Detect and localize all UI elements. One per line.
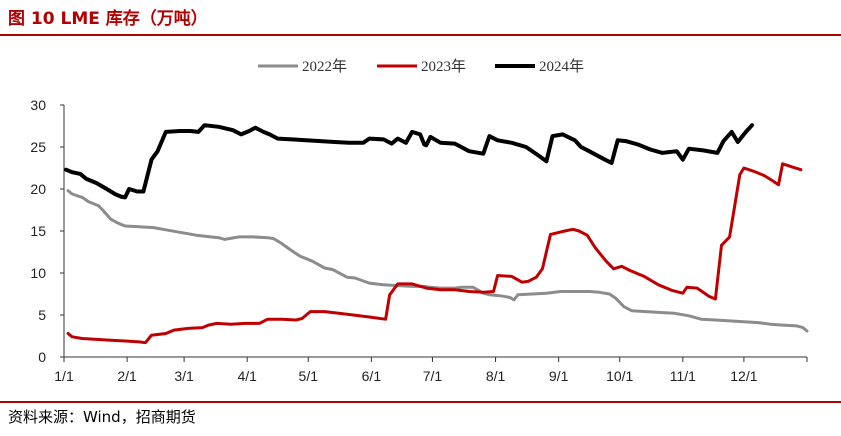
y-tick-label: 20 xyxy=(30,181,46,197)
series-line-2022 xyxy=(66,189,809,333)
y-tick-label: 0 xyxy=(38,349,46,365)
y-tick-label: 30 xyxy=(30,97,46,113)
x-tick-label: 8/1 xyxy=(486,368,506,384)
legend-label-2023: 2023年 xyxy=(421,58,466,75)
y-tick-label: 15 xyxy=(30,223,46,239)
x-tick-label: 7/1 xyxy=(423,368,443,384)
series-layer xyxy=(64,123,809,345)
y-axis: 0 5 10 15 20 25 30 xyxy=(30,97,65,365)
lme-inventory-chart: 2022年 2023年 2024年 0 5 10 15 20 25 30 1/1 2/1 3/1 4/… xyxy=(30,58,809,384)
footer-divider xyxy=(0,401,841,403)
x-tick-label: 1/1 xyxy=(54,368,74,384)
y-tick-label: 5 xyxy=(38,307,46,323)
title-divider xyxy=(0,34,841,36)
legend-label-2024: 2024年 xyxy=(539,58,584,75)
x-tick-label: 2/1 xyxy=(117,368,137,384)
chart-title: 图 10 LME 库存（万吨） xyxy=(8,9,208,29)
y-tick-label: 10 xyxy=(30,265,46,281)
series-line-2024 xyxy=(64,123,754,200)
series-line-2023 xyxy=(66,162,803,345)
y-tick-label: 25 xyxy=(30,139,46,155)
source-note: 资料来源：Wind，招商期货 xyxy=(8,408,196,426)
x-tick-label: 9/1 xyxy=(549,368,569,384)
x-tick-label: 4/1 xyxy=(237,368,257,384)
x-tick-label: 11/1 xyxy=(670,368,696,384)
x-tick-label: 12/1 xyxy=(730,368,757,384)
x-tick-label: 5/1 xyxy=(299,368,319,384)
legend: 2022年 2023年 2024年 xyxy=(258,58,584,75)
x-tick-label: 6/1 xyxy=(362,368,382,384)
x-tick-label: 10/1 xyxy=(606,368,633,384)
x-axis: 1/1 2/1 3/1 4/1 5/1 6/1 7/1 8/1 9/1 10/1 11/1 12/1 xyxy=(54,356,808,384)
legend-label-2022: 2022年 xyxy=(302,58,347,75)
x-tick-label: 3/1 xyxy=(174,368,194,384)
